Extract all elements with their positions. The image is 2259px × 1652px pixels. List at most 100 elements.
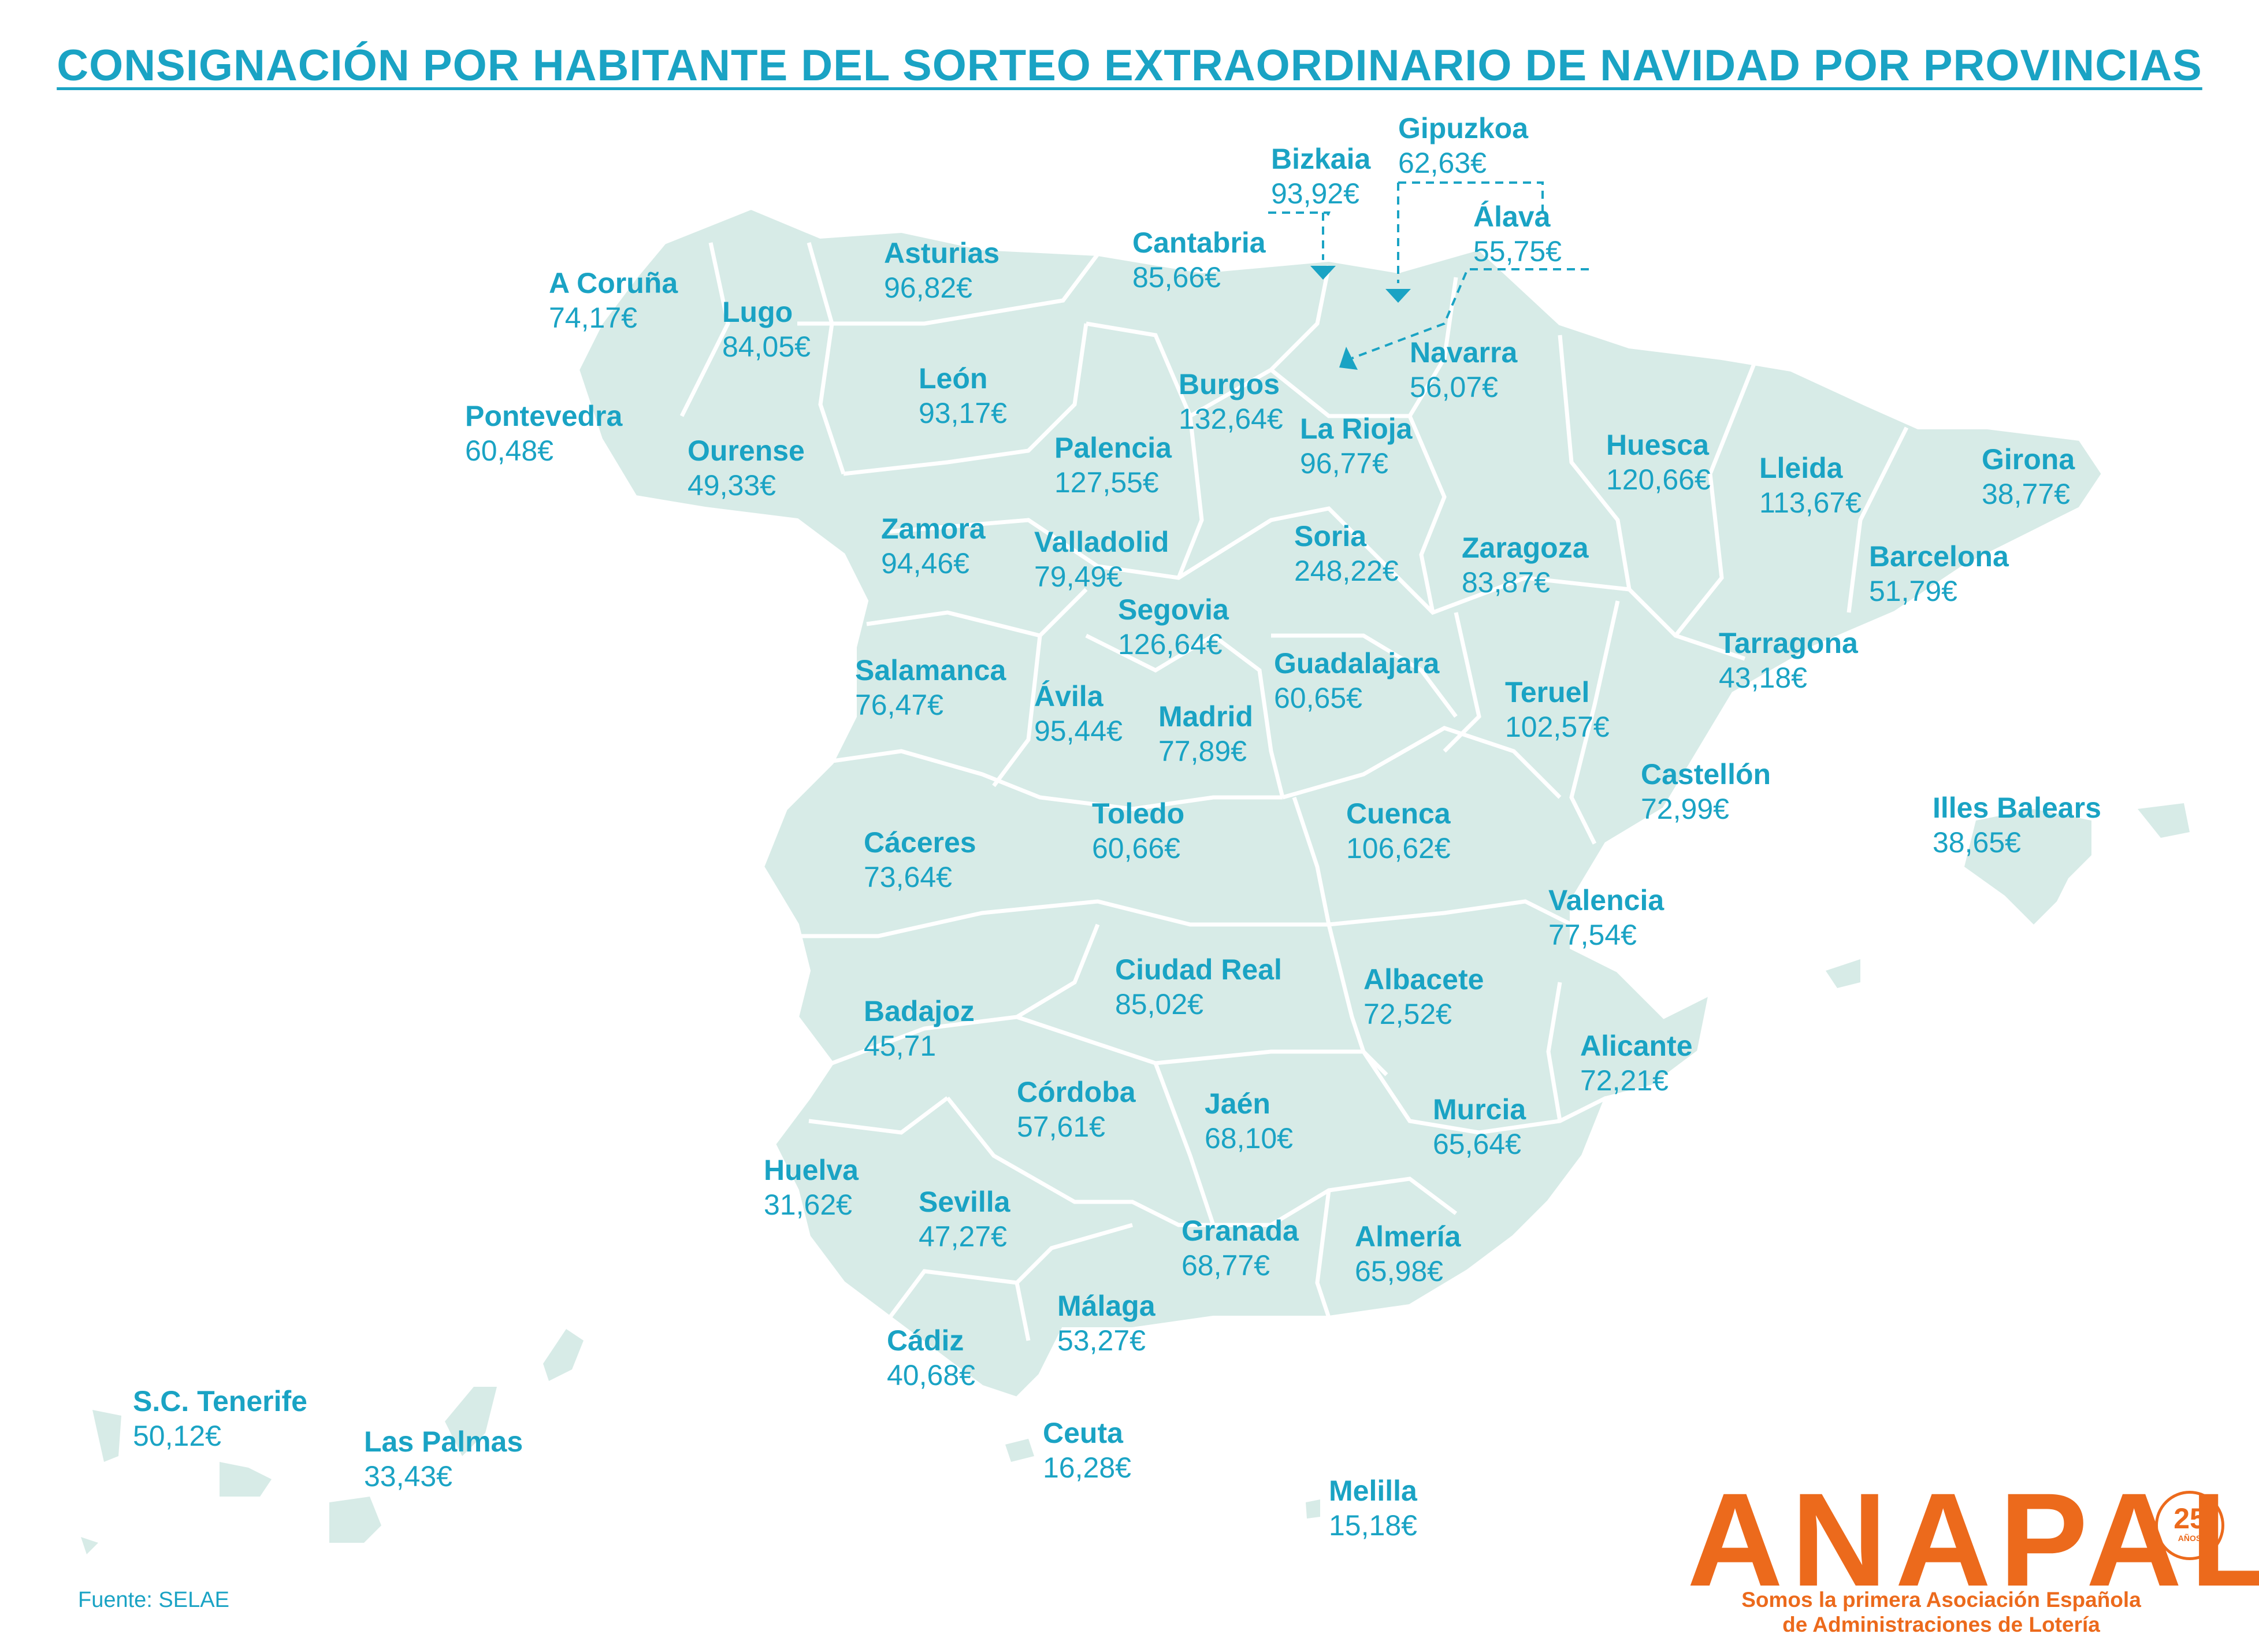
province-name: Navarra: [1410, 336, 1518, 369]
province-name: Gipuzkoa: [1398, 112, 1529, 144]
province-label-sc-tenerife: S.C. Tenerife 50,12€: [133, 1384, 307, 1453]
province-value: 16,28€: [1043, 1451, 1131, 1484]
province-label-ceuta: Ceuta 16,28€: [1043, 1416, 1131, 1485]
province-label-alava: Álava 55,75€: [1473, 199, 1562, 269]
province-name: Murcia: [1433, 1093, 1526, 1126]
province-value: 77,89€: [1158, 735, 1247, 767]
province-name: León: [919, 362, 988, 395]
province-value: 68,77€: [1181, 1249, 1270, 1282]
province-value: 120,66€: [1606, 463, 1711, 496]
province-name: Teruel: [1505, 676, 1590, 708]
tagline-line-1: Somos la primera Asociación Española: [1741, 1588, 2141, 1612]
province-label-valladolid: Valladolid 79,49€: [1034, 525, 1169, 594]
province-name: Barcelona: [1869, 540, 2009, 573]
province-value: 33,43€: [364, 1460, 452, 1493]
province-label-toledo: Toledo 60,66€: [1092, 796, 1184, 866]
badge-years: 25: [2173, 1502, 2206, 1535]
province-name: Melilla: [1329, 1475, 1417, 1507]
province-name: Girona: [1982, 443, 2075, 476]
province-label-barcelona: Barcelona 51,79€: [1869, 539, 2009, 608]
province-name: Palencia: [1054, 432, 1172, 464]
province-value: 113,67€: [1759, 487, 1862, 519]
province-value: 77,54€: [1548, 919, 1637, 951]
province-value: 127,55€: [1054, 466, 1159, 499]
province-value: 40,68€: [887, 1359, 975, 1391]
province-label-cantabria: Cantabria 85,66€: [1132, 225, 1266, 295]
province-value: 79,49€: [1034, 560, 1123, 593]
province-value: 83,87€: [1462, 566, 1550, 599]
province-value: 95,44€: [1034, 715, 1123, 747]
province-value: 96,82€: [884, 272, 972, 304]
province-value: 57,61€: [1017, 1111, 1105, 1143]
ceuta-melilla: [1005, 1439, 1320, 1519]
province-value: 102,57€: [1505, 711, 1610, 743]
province-name: Albacete: [1363, 963, 1484, 996]
province-label-la-rioja: La Rioja 96,77€: [1300, 411, 1412, 481]
province-name: Sevilla: [919, 1186, 1010, 1218]
province-label-granada: Granada 68,77€: [1181, 1213, 1299, 1283]
province-name: A Coruña: [549, 267, 678, 299]
province-name: Valencia: [1548, 884, 1664, 916]
province-value: 72,21€: [1580, 1064, 1669, 1097]
province-label-castellon: Castellón 72,99€: [1641, 757, 1771, 826]
province-label-soria: Soria 248,22€: [1294, 519, 1399, 588]
province-value: 72,52€: [1363, 998, 1452, 1030]
province-name: Huesca: [1606, 429, 1709, 461]
province-name: Alicante: [1580, 1030, 1693, 1062]
province-value: 65,98€: [1355, 1255, 1443, 1287]
province-value: 49,33€: [688, 469, 776, 502]
province-value: 55,75€: [1473, 235, 1562, 268]
province-label-almeria: Almería 65,98€: [1355, 1219, 1461, 1289]
badge-years-label: AÑOS: [2178, 1534, 2202, 1543]
balearic-islands: [1826, 803, 2190, 988]
province-name: Ceuta: [1043, 1417, 1123, 1449]
province-name: Las Palmas: [364, 1425, 523, 1458]
province-label-avila: Ávila 95,44€: [1034, 679, 1123, 748]
province-label-badajoz: Badajoz 45,71: [864, 994, 975, 1063]
map-title: CONSIGNACIÓN POR HABITANTE DEL SORTEO EX…: [57, 41, 2202, 90]
province-name: Asturias: [884, 237, 1000, 269]
province-label-palencia: Palencia 127,55€: [1054, 430, 1172, 500]
province-name: La Rioja: [1300, 413, 1413, 445]
province-name: Pontevedra: [465, 400, 623, 432]
province-name: Zamora: [881, 513, 986, 545]
peninsula-landmass: [575, 206, 2105, 1401]
province-label-jaen: Jaén 68,10€: [1205, 1086, 1293, 1156]
province-label-ourense: Ourense 49,33€: [688, 433, 805, 503]
province-name: Zaragoza: [1462, 532, 1589, 564]
province-value: 43,18€: [1719, 662, 1807, 694]
province-value: 93,17€: [919, 397, 1007, 429]
province-value: 85,66€: [1132, 261, 1221, 294]
province-value: 45,71: [864, 1030, 937, 1062]
province-label-las-palmas: Las Palmas 33,43€: [364, 1424, 523, 1494]
province-label-asturias: Asturias 96,82€: [884, 236, 1000, 305]
province-name: Castellón: [1641, 758, 1771, 790]
province-name: Burgos: [1179, 368, 1280, 400]
province-label-huesca: Huesca 120,66€: [1606, 428, 1711, 497]
province-name: Guadalajara: [1274, 647, 1440, 680]
province-value: 84,05€: [722, 331, 811, 363]
province-name: Álava: [1473, 201, 1551, 233]
province-name: Illes Balears: [1933, 792, 2101, 824]
province-value: 72,99€: [1641, 793, 1729, 825]
province-name: Málaga: [1057, 1290, 1155, 1322]
province-value: 94,46€: [881, 547, 969, 580]
province-label-girona: Girona 38,77€: [1982, 442, 2075, 511]
province-name: Soria: [1294, 520, 1367, 552]
source-note: Fuente: SELAE: [78, 1588, 229, 1612]
province-borders: [679, 242, 1909, 1341]
province-name: Córdoba: [1017, 1076, 1136, 1108]
province-value: 74,17€: [549, 302, 637, 334]
province-label-bizkaia: Bizkaia 93,92€: [1271, 142, 1370, 211]
province-name: Lugo: [722, 296, 793, 328]
province-label-valencia: Valencia 77,54€: [1548, 883, 1664, 952]
province-label-burgos: Burgos 132,64€: [1179, 367, 1283, 436]
province-value: 65,64€: [1433, 1128, 1521, 1160]
province-label-tarragona: Tarragona 43,18€: [1719, 626, 1858, 695]
province-label-ciudad-real: Ciudad Real 85,02€: [1115, 952, 1282, 1022]
province-value: 132,64€: [1179, 403, 1283, 435]
province-label-zaragoza: Zaragoza 83,87€: [1462, 530, 1589, 600]
anapal-logo: ANAPAL 25 AÑOS Somos la primera Asociaci…: [1675, 1473, 2259, 1647]
province-label-gipuzkoa: Gipuzkoa 62,63€: [1398, 111, 1528, 180]
